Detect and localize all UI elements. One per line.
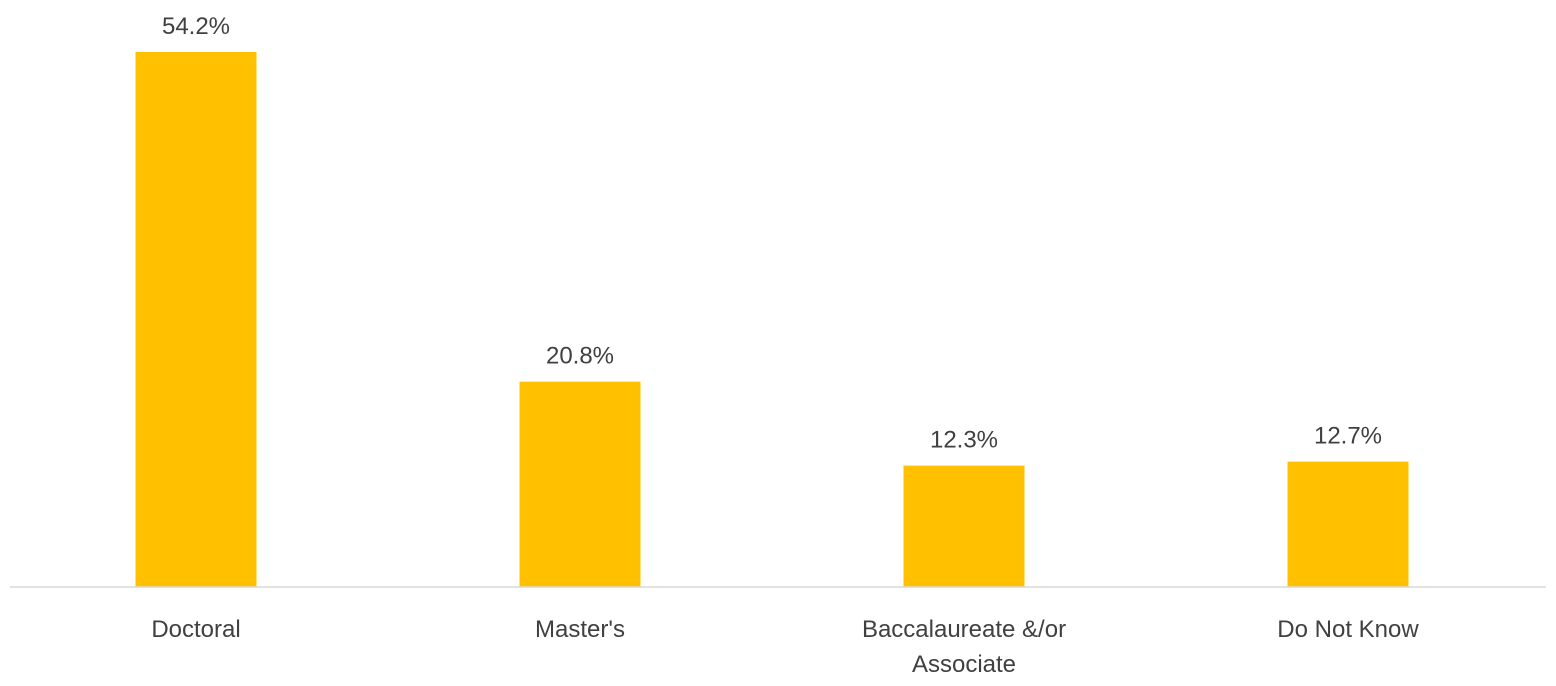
bar-2 xyxy=(519,381,641,587)
data-label-3: 12.3% xyxy=(930,427,998,454)
category-label-line: Baccalaureate &/or xyxy=(862,616,1066,643)
category-label-line: Master's xyxy=(535,616,625,643)
data-labels-layer: 54.2% 20.8% 12.3% 12.7% xyxy=(162,13,1382,454)
category-label-3: Baccalaureate &/or Associate xyxy=(862,616,1066,678)
category-labels-layer: Doctoral Master's Baccalaureate &/or Associ… xyxy=(151,616,1419,678)
bar-1 xyxy=(135,52,257,587)
category-label-line: Do Not Know xyxy=(1277,616,1419,643)
bars-layer xyxy=(135,52,1409,587)
category-label-line: Doctoral xyxy=(151,616,240,643)
bar-4 xyxy=(1287,461,1409,587)
category-label-1: Doctoral xyxy=(151,616,240,643)
category-label-line: Associate xyxy=(912,651,1016,678)
data-label-2: 20.8% xyxy=(546,343,614,370)
category-label-4: Do Not Know xyxy=(1277,616,1419,643)
bar-3 xyxy=(903,465,1025,587)
category-label-2: Master's xyxy=(535,616,625,643)
data-label-1: 54.2% xyxy=(162,13,230,40)
data-label-4: 12.7% xyxy=(1314,423,1382,450)
